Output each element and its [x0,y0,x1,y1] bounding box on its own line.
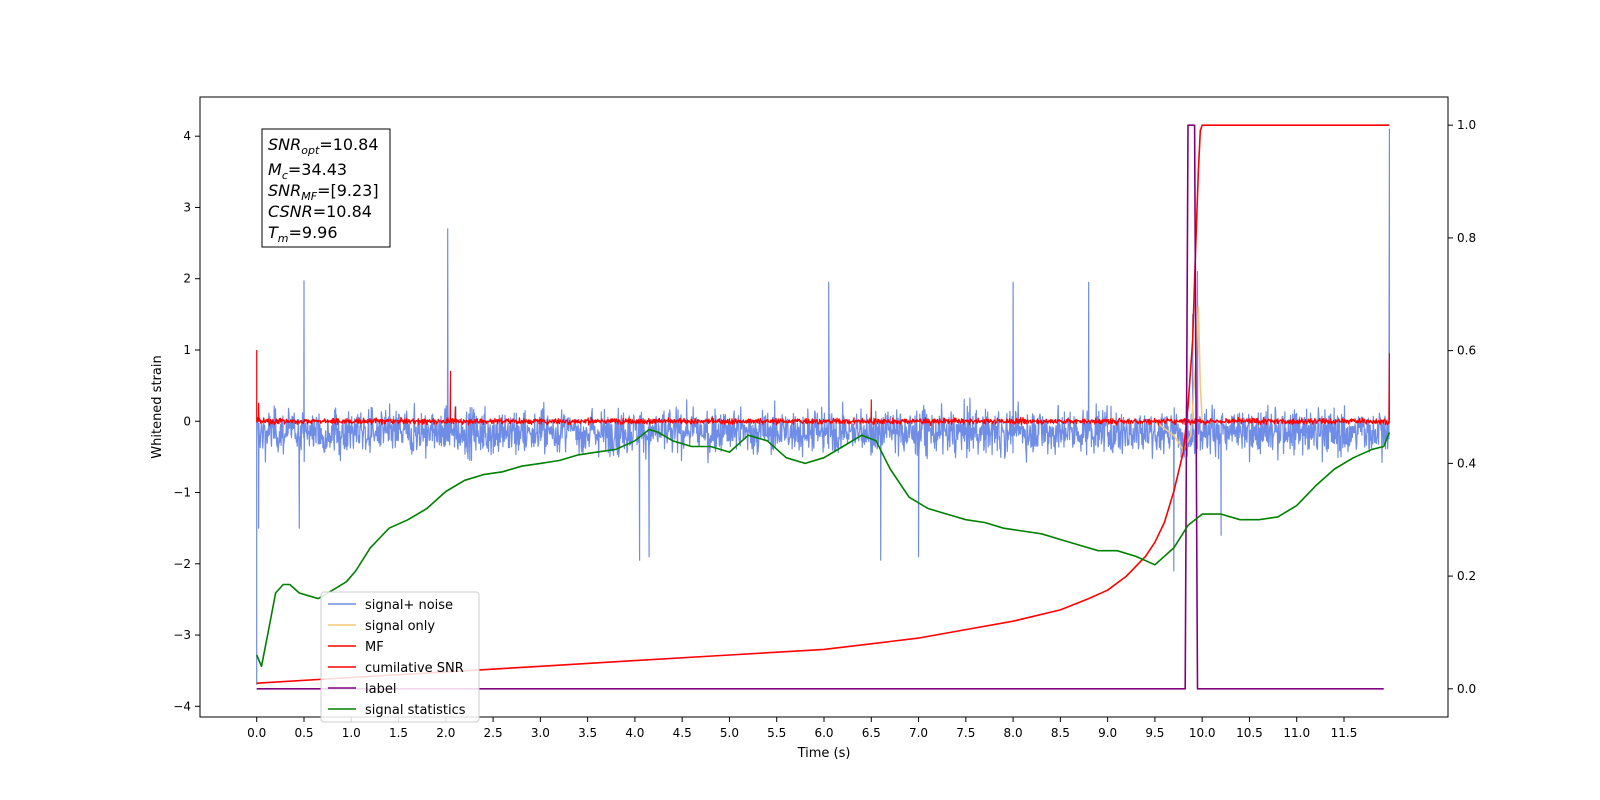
x-tick-label: 6.5 [862,726,881,740]
x-tick-label: 10.0 [1189,726,1216,740]
y-left-tick-label: −2 [173,557,191,571]
stat-snr-mf-sub: MF [301,190,317,203]
stat-snr-opt-value: =10.84 [319,135,378,154]
stat-snr-opt-sub: opt [301,144,320,157]
stat-snr-opt: SNRopt=10.84 [268,135,379,157]
y-left-tick-label: −1 [173,486,191,500]
stat-snr-mf-value: =[9.23] [317,181,379,200]
x-tick-label: 9.0 [1098,726,1117,740]
x-tick-label: 5.0 [720,726,739,740]
legend-label-signal-noise: signal+ noise [365,598,453,613]
stat-tm: Tm=9.96 [268,223,338,245]
stat-mc: Mc=34.43 [268,160,347,182]
legend: signal+ noise signal only MF cumilative … [320,591,480,723]
stats-box: SNRopt=10.84 Mc=34.43 SNRMF=[9.23] CSNR=… [261,128,391,248]
y-axis-label-left: Whitened strain [150,355,165,458]
x-tick-label: 0.5 [294,726,313,740]
y-left-tick-label: 2 [183,272,191,286]
x-tick-label: 1.5 [389,726,408,740]
stat-csnr-var: CSNR [268,202,313,221]
x-tick-label: 8.5 [1051,726,1070,740]
x-tick-label: 4.5 [673,726,692,740]
x-axis-label: Time (s) [797,746,851,761]
y-left-tick-label: −3 [173,628,191,642]
y-left-tick-label: −4 [173,699,191,713]
legend-label-label: label [365,682,396,697]
y-left-tick-label: 0 [183,414,191,428]
x-tick-label: 9.5 [1145,726,1164,740]
stats-box-frame [261,128,391,248]
stat-tm-sub: m [278,232,289,245]
stat-csnr: CSNR=10.84 [268,202,372,221]
stat-snr-opt-var: SNR [268,135,301,154]
legend-frame [320,591,480,723]
y-left-tick-label: 1 [183,343,191,357]
x-tick-label: 3.5 [578,726,597,740]
y-right-tick-label: 0.0 [1457,682,1476,696]
x-tick-label: 1.0 [342,726,361,740]
x-tick-label: 11.5 [1331,726,1358,740]
legend-label-cumulative-snr: cumilative SNR [365,661,464,676]
x-tick-label: 8.0 [1004,726,1023,740]
legend-label-mf: MF [365,640,384,655]
series-signal-noise [256,128,1390,685]
x-axis: 0.0 0.5 1.0 1.5 2.0 2.5 3.0 3.5 4.0 4.5 5.0 5.5 6.0 6… [247,717,1357,740]
series-signal-statistics [255,428,1391,668]
x-tick-label: 10.5 [1236,726,1263,740]
stat-mc-var: M [268,160,282,179]
plot-area [255,124,1391,690]
y-right-tick-label: 1.0 [1457,118,1476,132]
x-tick-label: 7.5 [956,726,975,740]
y-axis-left: 4 3 2 1 0 −1 −2 −3 −4 [173,129,200,713]
y-right-tick-label: 0.6 [1457,344,1476,358]
stat-mc-value: =34.43 [288,160,347,179]
x-tick-label: 2.5 [484,726,503,740]
x-tick-label: 2.0 [436,726,455,740]
x-tick-label: 5.5 [767,726,786,740]
stat-tm-value: =9.96 [289,223,338,242]
x-tick-label: 11.0 [1283,726,1310,740]
stat-mc-sub: c [282,169,288,182]
stat-csnr-value: =10.84 [313,202,372,221]
y-right-tick-label: 0.8 [1457,231,1476,245]
y-axis-right: 1.0 0.8 0.6 0.4 0.2 0.0 [1448,118,1476,696]
x-tick-label: 6.0 [814,726,833,740]
stat-tm-var: T [268,223,279,242]
x-tick-label: 7.0 [909,726,928,740]
stat-snr-mf: SNRMF=[9.23] [268,181,379,203]
y-left-tick-label: 4 [183,129,191,143]
x-tick-label: 4.0 [625,726,644,740]
x-tick-label: 3.0 [531,726,550,740]
legend-label-signal-statistics: signal statistics [365,703,466,718]
series-mf [256,350,1390,427]
legend-label-signal-only: signal only [365,619,435,634]
y-left-tick-label: 3 [183,200,191,214]
series-signal-only [1154,306,1203,451]
y-right-tick-label: 0.4 [1457,456,1476,470]
y-right-tick-label: 0.2 [1457,569,1476,583]
series-label [256,124,1384,690]
stat-snr-mf-var: SNR [268,181,301,200]
x-tick-label: 0.0 [247,726,266,740]
